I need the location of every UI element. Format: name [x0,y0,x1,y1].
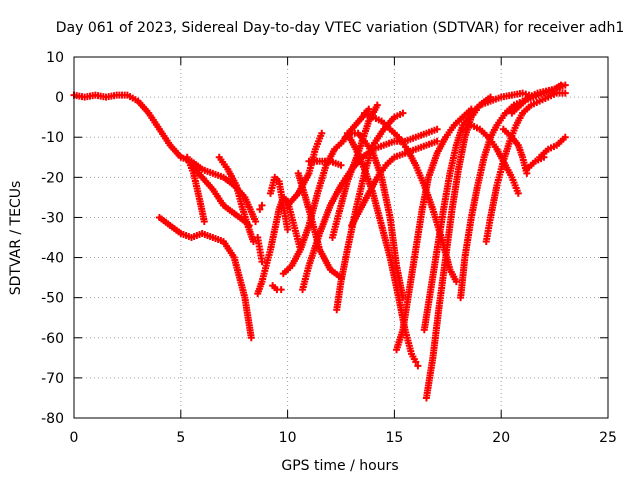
y-tick-label: -60 [41,331,64,347]
data-point [373,101,381,109]
data-point [252,217,260,225]
y-tick-label: -20 [41,170,64,186]
chart-title: Day 061 of 2023, Sidereal Day-to-day VTE… [56,20,624,36]
data-point [247,334,255,342]
y-axis-ticks: 10 0 -10 -20 -30 -40 -50 -60 -70 -80 [41,50,608,427]
data-point [412,358,420,366]
y-tick-label: -10 [41,130,64,146]
data-point [337,161,345,169]
data-point [514,189,522,197]
x-tick-label: 20 [492,430,510,446]
data-point [561,133,569,141]
data-point [277,286,285,294]
data-point [249,238,257,246]
x-tick-label: 25 [599,430,617,446]
data-point [258,258,266,266]
data-point [258,201,266,209]
y-tick-label: -70 [41,371,64,387]
data-point [318,129,326,137]
x-axis-label: GPS time / hours [281,458,398,474]
x-axis-ticks: 0 5 10 15 20 25 [70,57,617,446]
y-tick-label: -50 [41,291,64,307]
x-tick-label: 5 [176,430,185,446]
y-tick-label: -40 [41,251,64,267]
data-point [284,225,292,233]
data-point [414,362,422,370]
data-point [561,89,569,97]
data-point [399,109,407,117]
y-tick-label: -80 [41,411,64,427]
y-axis-label: SDTVAR / TECUs [8,181,24,296]
x-tick-label: 10 [279,430,297,446]
data-point [433,137,441,145]
data-point [365,105,373,113]
data-points [70,81,569,402]
y-tick-label: 10 [46,50,64,66]
x-tick-label: 15 [385,430,403,446]
plot-frame [73,56,609,419]
data-point [557,81,565,89]
x-tick-label: 0 [70,430,79,446]
y-tick-label: 0 [55,90,64,106]
data-point [433,125,441,133]
data-point [452,278,460,286]
data-point [256,205,264,213]
data-point [200,217,208,225]
y-tick-label: -30 [41,210,64,226]
